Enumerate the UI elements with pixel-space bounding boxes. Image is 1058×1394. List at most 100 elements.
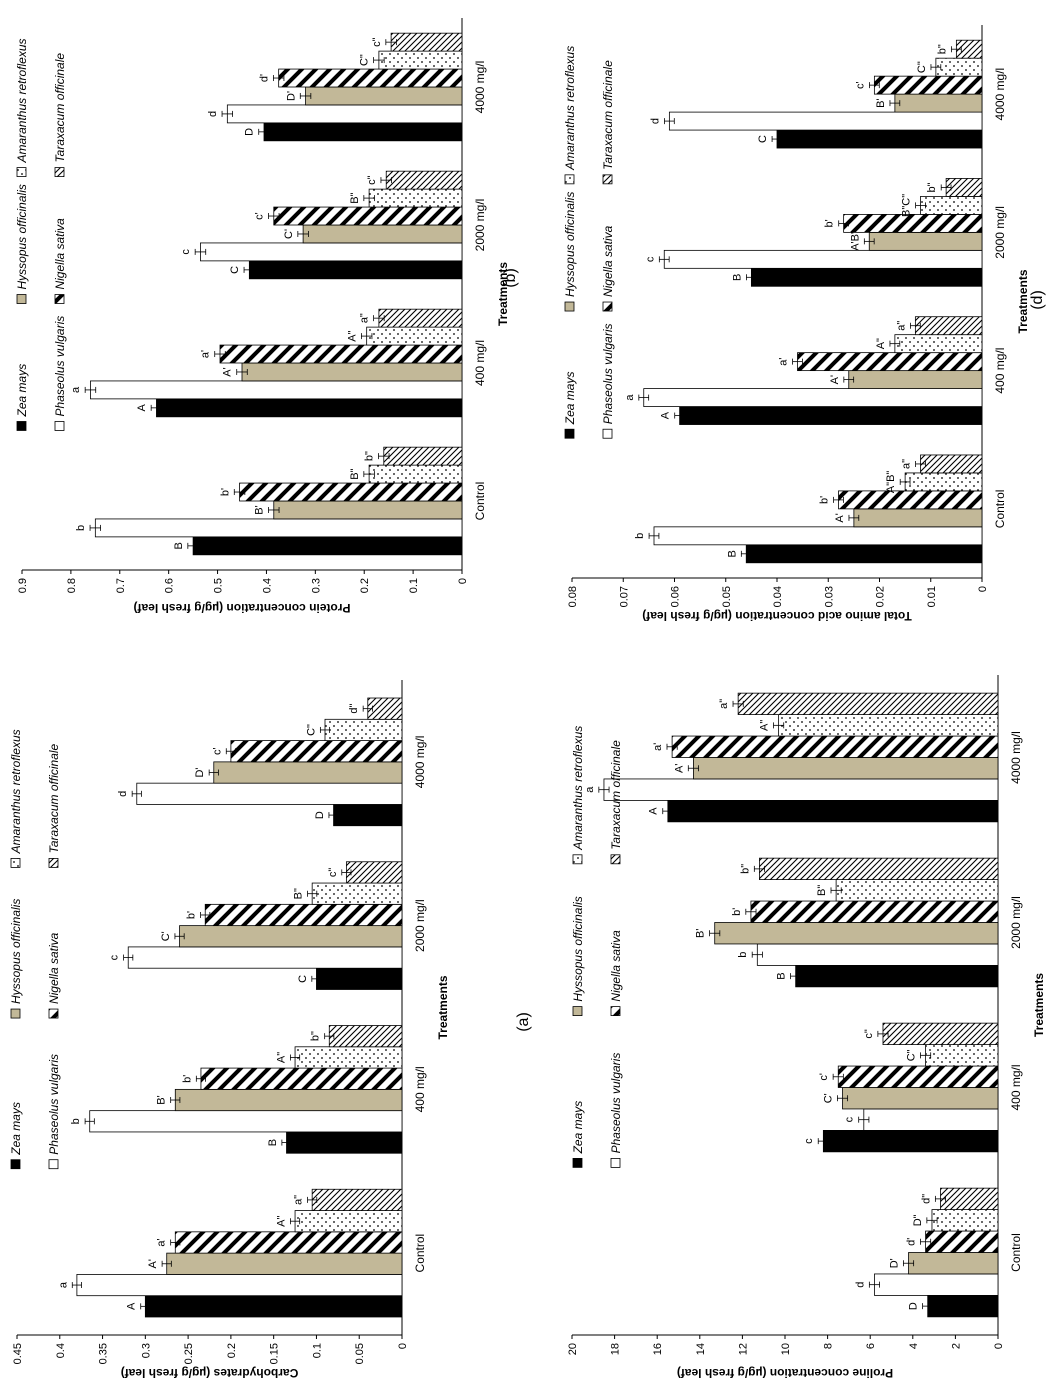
bar bbox=[328, 1025, 403, 1048]
value-tick-label: 4 bbox=[908, 1343, 920, 1349]
bar bbox=[653, 526, 983, 546]
data-label: B bbox=[776, 972, 788, 979]
value-tick-label: 0.4 bbox=[55, 1343, 67, 1358]
value-tick-label: 6 bbox=[865, 1343, 877, 1349]
value-tick-label: 0 bbox=[993, 1343, 1005, 1349]
data-label: C" bbox=[916, 61, 928, 73]
data-label: b bbox=[737, 952, 749, 958]
data-label: D bbox=[908, 1302, 920, 1310]
legend-label: Nigella sativa bbox=[609, 930, 623, 1002]
bar bbox=[273, 206, 463, 226]
value-tick-label: 0.02 bbox=[875, 586, 887, 607]
data-label: B' bbox=[253, 505, 265, 514]
bar bbox=[127, 946, 403, 969]
legend-swatch bbox=[572, 1006, 583, 1016]
bar bbox=[378, 50, 463, 70]
bar bbox=[213, 761, 403, 784]
legend-swatch bbox=[602, 174, 613, 185]
category-axis-title: Treatments bbox=[1032, 973, 1046, 1037]
data-label: B' bbox=[156, 1095, 168, 1104]
data-label: a' bbox=[652, 743, 664, 751]
bar bbox=[737, 692, 999, 716]
legend-swatch bbox=[610, 1158, 621, 1168]
value-tick-label: 0.1 bbox=[311, 1343, 323, 1358]
data-label: B bbox=[731, 274, 743, 281]
bar bbox=[745, 544, 983, 564]
bar bbox=[935, 57, 983, 77]
legend-swatch bbox=[610, 1006, 621, 1016]
data-label: b" bbox=[739, 864, 751, 874]
data-label: a bbox=[584, 786, 596, 793]
bar bbox=[179, 925, 403, 948]
bar bbox=[945, 178, 983, 197]
data-label: c' bbox=[253, 212, 265, 220]
data-label: a" bbox=[895, 321, 907, 331]
data-label: b' bbox=[219, 488, 231, 496]
bar bbox=[842, 1087, 999, 1110]
category-label: Control bbox=[1009, 1233, 1023, 1272]
data-label: a bbox=[57, 1281, 69, 1288]
legend-label: Zea mays bbox=[563, 372, 577, 426]
data-label: b" bbox=[926, 182, 938, 192]
data-label: D' bbox=[194, 767, 206, 777]
legend-label: Amaranthus retroflexus bbox=[563, 46, 577, 171]
data-label: B"C" bbox=[901, 194, 913, 217]
category-axis-title: Treatments bbox=[436, 975, 450, 1039]
data-label: a bbox=[624, 394, 636, 401]
bar bbox=[333, 804, 403, 827]
bar bbox=[797, 352, 983, 372]
data-label: A" bbox=[275, 1215, 287, 1226]
bar bbox=[239, 482, 463, 502]
legend-label: Taraxacum officinale bbox=[601, 60, 615, 170]
bar bbox=[822, 1130, 999, 1153]
data-label: C" bbox=[359, 54, 371, 66]
value-tick-label: 12 bbox=[737, 1343, 749, 1355]
data-label: B" bbox=[349, 468, 361, 479]
data-label: b' bbox=[181, 1075, 193, 1083]
legend-swatch bbox=[564, 174, 575, 185]
data-label: C" bbox=[305, 724, 317, 736]
value-tick-label: 14 bbox=[695, 1343, 707, 1355]
data-label: C' bbox=[283, 229, 295, 239]
data-label: C bbox=[757, 135, 769, 143]
data-label: b bbox=[70, 1118, 82, 1124]
category-label: 2000 mg/l bbox=[1009, 896, 1023, 949]
chart-panel-b: 0 0.1 0.2 0.3 0.4 0.5 0.6 0.7 0.8 0.9 Protein conc… bbox=[15, 18, 519, 615]
value-tick-label: 2 bbox=[950, 1343, 962, 1349]
data-label: b" bbox=[936, 44, 948, 54]
panel-label: (b) bbox=[502, 268, 519, 288]
panel-label: (a) bbox=[515, 1012, 532, 1032]
bar bbox=[663, 249, 983, 269]
category-label: Control bbox=[993, 490, 1007, 529]
data-label: b bbox=[634, 533, 646, 539]
legend-label: Hyssopus officinalis bbox=[571, 896, 585, 1001]
bar bbox=[219, 344, 463, 364]
data-label: A' bbox=[834, 513, 846, 522]
data-label: D' bbox=[285, 91, 297, 101]
legend-swatch bbox=[54, 167, 65, 177]
data-label: d bbox=[207, 111, 219, 117]
bar bbox=[925, 1230, 999, 1253]
data-label: c bbox=[844, 1116, 856, 1122]
bar bbox=[920, 454, 983, 474]
category-axis-title: Treatments bbox=[1016, 269, 1030, 333]
data-label: D" bbox=[912, 1214, 924, 1226]
value-tick-label: 0.07 bbox=[618, 586, 630, 607]
bar bbox=[931, 1209, 999, 1232]
data-label: b" bbox=[363, 451, 375, 461]
data-label: b' bbox=[819, 496, 831, 504]
legend-label: Nigella sativa bbox=[601, 225, 615, 297]
legend-label: Taraxacum officinale bbox=[53, 53, 67, 163]
bar bbox=[848, 370, 983, 389]
legend-swatch bbox=[564, 428, 575, 439]
value-tick-label: 0.7 bbox=[115, 578, 127, 593]
bar bbox=[200, 1067, 403, 1090]
data-label: B bbox=[267, 1139, 279, 1146]
value-tick-label: 0.2 bbox=[359, 578, 371, 593]
legend-label: Nigella sativa bbox=[47, 932, 61, 1004]
data-label: c bbox=[644, 256, 656, 262]
bar bbox=[89, 1110, 403, 1133]
value-tick-label: 8 bbox=[823, 1343, 835, 1349]
data-label: C" bbox=[905, 1049, 917, 1061]
data-label: B" bbox=[349, 192, 361, 203]
